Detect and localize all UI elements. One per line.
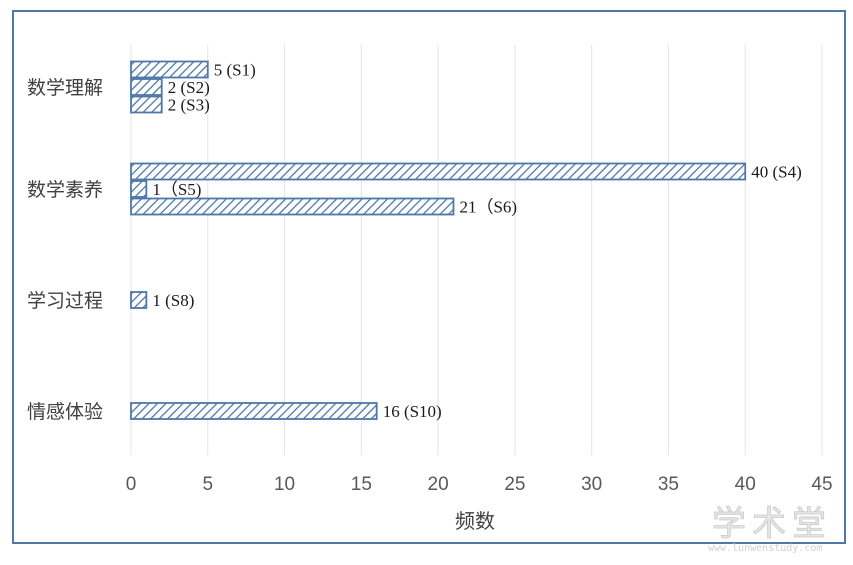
x-tick-35: 35 <box>658 474 679 495</box>
bar-1-2 <box>130 197 455 216</box>
bar-1-1 <box>130 180 148 198</box>
grid-lines <box>130 45 823 455</box>
bar-0-0 <box>130 60 209 79</box>
data-label-0-1: 2 (S2) <box>168 78 210 97</box>
data-label-1-1: 1（S5) <box>152 180 201 199</box>
data-label-1-2: 21（S6) <box>459 198 517 217</box>
x-tick-5: 5 <box>202 474 213 495</box>
x-tick-30: 30 <box>581 474 602 495</box>
watermark-url: www.lunwenstudy.com <box>708 543 822 554</box>
x-tick-labels: 0 5 10 15 20 25 30 35 40 45 <box>126 474 833 495</box>
category-label-1: 数学素养 <box>27 179 103 201</box>
x-tick-45: 45 <box>811 474 832 495</box>
x-tick-10: 10 <box>274 474 295 495</box>
watermark-logo: 学术堂 <box>712 504 832 544</box>
category-label-0: 数学理解 <box>27 77 103 99</box>
data-labels: 5 (S1)2 (S2)2 (S3) 40 (S4) 1（S5) 21（S6) 1 (S… <box>152 61 801 422</box>
x-tick-25: 25 <box>504 474 525 495</box>
bar-0-1 <box>130 78 163 96</box>
x-tick-40: 40 <box>735 474 756 495</box>
bar-2-0 <box>130 291 148 309</box>
x-axis-title: 频数 <box>455 509 495 533</box>
category-label-3: 情感体验 <box>27 401 103 423</box>
watermark: 学术堂 www.lunwenstudy.com <box>708 504 832 554</box>
x-tick-15: 15 <box>351 474 372 495</box>
data-label-3-0: 16 (S10) <box>383 402 442 421</box>
chart-frame <box>12 10 846 544</box>
x-tick-20: 20 <box>428 474 449 495</box>
bar-1-0 <box>130 162 747 181</box>
data-label-2-0: 1 (S8) <box>152 291 194 310</box>
data-label-0-0: 5 (S1) <box>214 61 256 80</box>
bar-0-2 <box>130 95 163 114</box>
category-label-2: 学习过程 <box>27 290 103 312</box>
data-label-1-0: 40 (S4) <box>751 163 802 182</box>
data-label-0-2: 2 (S3) <box>168 96 210 115</box>
bar-3-0 <box>130 402 378 420</box>
bars <box>130 60 747 420</box>
x-tick-0: 0 <box>126 474 137 495</box>
